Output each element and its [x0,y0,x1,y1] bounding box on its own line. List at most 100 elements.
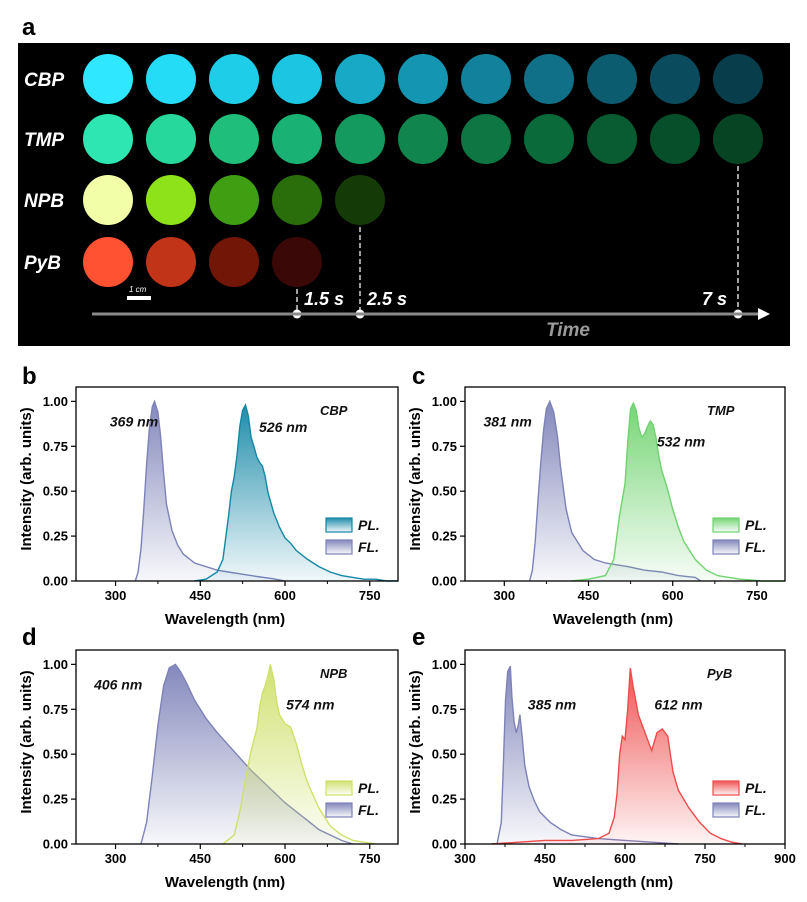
sample-disc-tmp-7 [461,114,511,164]
legend-swatch-pl [712,517,740,533]
compound-name-label: PyB [707,666,732,681]
sample-disc-pyb-1 [83,237,133,287]
plot-frame [75,386,399,582]
sample-disc-pyb-4 [272,237,322,287]
peak-annotation: 612 nm [654,696,702,712]
x-tick-label: 750 [359,851,381,866]
x-tick-label: 450 [189,588,211,603]
y-axis-label: Intensity (arb. units) [18,670,35,813]
x-axis-label: Wavelength (nm) [553,874,673,891]
legend-label-fl: FL. [358,802,379,818]
sample-disc-cbp-3 [209,54,259,104]
x-tick-label: 450 [578,588,600,603]
legend-label-pl: PL. [745,780,767,796]
x-tick-label: 750 [694,851,716,866]
sample-disc-tmp-8 [524,114,574,164]
time-axis-arrow [758,308,770,320]
sample-disc-cbp-8 [524,54,574,104]
time-mark-label: 7 s [702,289,727,309]
series-line-pl-d [222,664,376,845]
sample-disc-cbp-11 [713,54,763,104]
x-tick-label: 900 [774,851,796,866]
x-tick-label: 750 [359,588,381,603]
y-tick-label: 1.00 [432,657,457,672]
series-area-pl-b [194,405,398,581]
time-marks: 1.5 s 2.5 s 7 s [292,166,743,319]
time-mark-label: 2.5 s [366,289,407,309]
peak-annotation: 574 nm [286,696,334,712]
legend-swatch-fl [712,539,740,555]
sample-disc-tmp-9 [587,114,637,164]
sample-disc-tmp-5 [335,114,385,164]
sample-disc-tmp-11 [713,114,763,164]
chart-panel-e: e 300 450 600 750 900 0.00 0.25 0.50 0.75 1.00 Wave… [407,624,796,891]
series-area-pl-e [491,668,743,844]
legend-swatch-pl [325,517,353,533]
compound-name-label: NPB [320,666,347,681]
sample-disc-cbp-1 [83,54,133,104]
sample-disc-tmp-2 [146,114,196,164]
y-tick-label: 0.75 [43,702,68,717]
y-tick-label: 0.50 [432,484,457,499]
x-tick-label: 300 [105,588,127,603]
sample-disc-npb-4 [272,175,322,225]
y-tick-label: 0.25 [43,529,68,544]
row-label-cbp: CBP [24,70,64,91]
sample-disc-pyb-2 [146,237,196,287]
peak-annotation: 385 nm [528,696,576,712]
y-tick-label: 0.00 [43,574,68,589]
legend-label-pl: PL. [745,517,767,533]
plot-frame [464,386,786,582]
sample-disc-npb-1 [83,175,133,225]
y-tick-label: 0.25 [43,792,68,807]
scale-bar-label: 1 cm [129,285,147,294]
legend-label-pl: PL. [358,780,380,796]
y-tick-label: 0.75 [43,439,68,454]
y-tick-label: 0.00 [432,837,457,852]
y-tick-label: 0.50 [432,747,457,762]
sample-disc-cbp-7 [461,54,511,104]
sample-disc-tmp-1 [83,114,133,164]
series-area-pl-c [571,403,785,581]
legend-swatch-fl [325,539,353,555]
sample-disc-cbp-5 [335,54,385,104]
x-tick-label: 600 [662,588,684,603]
sample-disc-tmp-6 [398,114,448,164]
y-tick-label: 0.50 [43,484,68,499]
series-area-fl-c [529,401,701,581]
peak-annotation: 369 nm [110,414,158,430]
sample-disc-npb-2 [146,175,196,225]
x-tick-label: 300 [105,851,127,866]
photo-rows: CBP TMP NPB PyB [24,54,763,287]
sample-disc-cbp-9 [587,54,637,104]
y-tick-label: 0.75 [432,439,457,454]
panel-letter-d: d [22,624,37,651]
sample-disc-tmp-3 [209,114,259,164]
row-label-pyb: PyB [24,253,61,274]
x-tick-label: 750 [746,588,768,603]
legend-label-fl: FL. [745,539,766,555]
y-tick-label: 0.00 [43,837,68,852]
time-axis-label: Time [546,320,590,341]
panel-letter-c: c [412,363,425,390]
y-axis-label: Intensity (arb. units) [407,670,424,813]
y-axis-label: Intensity (arb. units) [407,407,424,550]
series-line-fl-e [496,665,679,845]
time-mark-label: 1.5 s [304,289,344,309]
series-line-pl-c [571,401,785,582]
row-label-tmp: TMP [24,130,64,151]
x-tick-label: 300 [493,588,515,603]
y-axis-label: Intensity (arb. units) [18,407,35,550]
scale-bar-line [127,296,151,300]
peak-annotation: 381 nm [484,414,532,430]
sample-disc-cbp-2 [146,54,196,104]
legend-swatch-fl [325,802,353,818]
sample-disc-pyb-3 [209,237,259,287]
x-tick-label: 300 [454,851,476,866]
legend-swatch-pl [325,780,353,796]
panel-letter-e: e [412,624,425,651]
sample-disc-cbp-4 [272,54,322,104]
chart-panel-b: b 300 450 600 750 0.00 0.25 0.50 0.75 1.00 Wavelen… [18,363,399,628]
series-area-fl-d [141,664,353,844]
